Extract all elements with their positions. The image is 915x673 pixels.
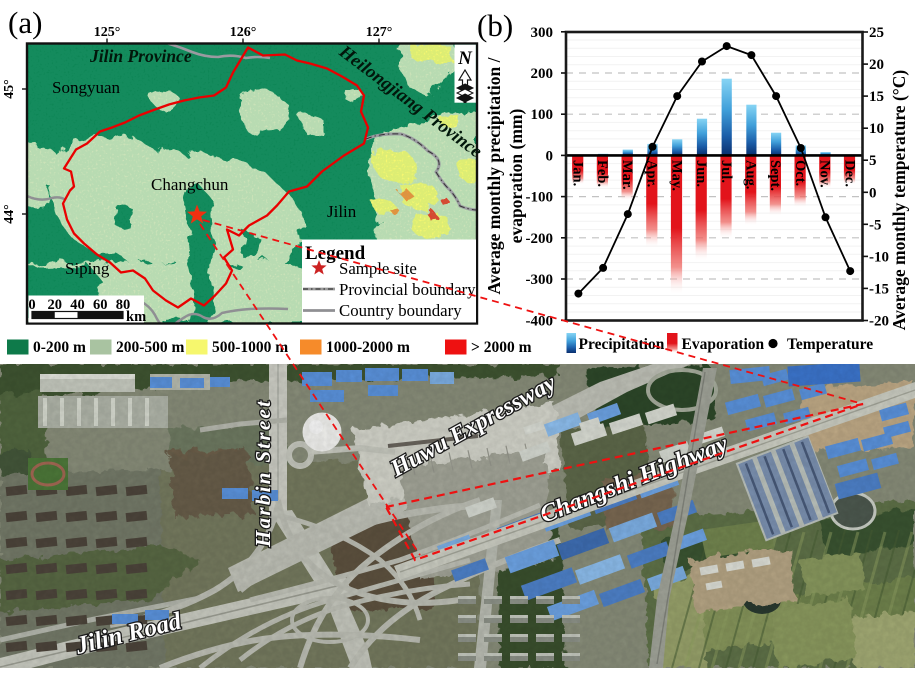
- svg-text:Nov.: Nov.: [817, 160, 833, 188]
- svg-text:Legend: Legend: [305, 243, 366, 264]
- svg-text:0: 0: [869, 185, 877, 201]
- svg-text:> 2000 m: > 2000 m: [471, 339, 532, 356]
- svg-text:25: 25: [869, 25, 884, 41]
- svg-text:-5: -5: [869, 217, 882, 233]
- svg-text:Jilin Province: Jilin Province: [89, 46, 192, 66]
- svg-text:0: 0: [28, 297, 35, 313]
- svg-text:(b): (b): [477, 8, 513, 43]
- svg-text:20: 20: [869, 57, 884, 73]
- svg-text:60: 60: [93, 297, 108, 313]
- svg-text:Jul.: Jul.: [718, 160, 734, 183]
- svg-text:44°: 44°: [2, 204, 17, 224]
- svg-text:Songyuan: Songyuan: [52, 78, 121, 97]
- svg-text:Jilin: Jilin: [327, 202, 357, 221]
- svg-text:May.: May.: [668, 160, 684, 191]
- svg-text:km: km: [126, 309, 146, 325]
- svg-text:300: 300: [531, 25, 554, 41]
- svg-text:-10: -10: [869, 249, 889, 265]
- svg-text:10: 10: [869, 121, 884, 137]
- svg-text:evaporation (mm): evaporation (mm): [506, 109, 526, 244]
- svg-text:Harbin Street: Harbin Street: [251, 400, 275, 548]
- svg-text:Siping: Siping: [65, 259, 110, 278]
- svg-text:Temperature: Temperature: [787, 336, 873, 353]
- svg-text:Changchun: Changchun: [151, 175, 229, 194]
- svg-text:45°: 45°: [2, 79, 17, 99]
- svg-text:500-1000 m: 500-1000 m: [212, 339, 288, 356]
- svg-text:0-200 m: 0-200 m: [33, 339, 86, 356]
- svg-text:40: 40: [70, 297, 85, 313]
- svg-text:1000-2000 m: 1000-2000 m: [326, 339, 410, 356]
- svg-text:126°: 126°: [230, 25, 257, 40]
- svg-text:125°: 125°: [94, 25, 121, 40]
- svg-text:80: 80: [116, 297, 131, 313]
- svg-text:Dec.: Dec.: [841, 160, 857, 187]
- svg-text:200-500 m: 200-500 m: [116, 339, 185, 356]
- svg-text:5: 5: [869, 153, 877, 169]
- svg-text:Jan.: Jan.: [570, 160, 586, 186]
- svg-text:-200: -200: [526, 231, 554, 247]
- svg-text:(a): (a): [8, 5, 42, 40]
- svg-text:Feb.: Feb.: [594, 160, 610, 187]
- svg-text:20: 20: [48, 297, 63, 313]
- svg-text:Aug.: Aug.: [743, 160, 759, 189]
- svg-text:-400: -400: [526, 313, 554, 329]
- svg-text:200: 200: [531, 66, 554, 82]
- svg-text:127°: 127°: [366, 25, 393, 40]
- svg-text:Sept.: Sept.: [767, 160, 783, 191]
- svg-text:Evaporation: Evaporation: [682, 336, 765, 353]
- svg-text:Jun.: Jun.: [693, 160, 709, 187]
- svg-text:-300: -300: [526, 272, 554, 288]
- svg-text:Oct.: Oct.: [792, 160, 808, 186]
- svg-text:Average monthly temperature (°: Average monthly temperature (°C): [889, 70, 909, 331]
- svg-text:-15: -15: [869, 281, 889, 297]
- svg-text:15: 15: [869, 89, 884, 105]
- svg-text:Apr.: Apr.: [644, 160, 660, 187]
- svg-text:Mar.: Mar.: [619, 160, 635, 190]
- svg-text:Average monthly precipitation: Average monthly precipitation /: [484, 56, 504, 294]
- svg-text:N: N: [457, 48, 473, 69]
- svg-text:-20: -20: [869, 314, 889, 330]
- svg-text:Country boundary: Country boundary: [339, 301, 462, 320]
- svg-text:Provincial boundary: Provincial boundary: [339, 280, 476, 299]
- svg-text:-100: -100: [526, 190, 554, 206]
- svg-text:100: 100: [531, 107, 554, 123]
- svg-text:0: 0: [546, 148, 554, 164]
- svg-text:Precipitation: Precipitation: [579, 336, 665, 353]
